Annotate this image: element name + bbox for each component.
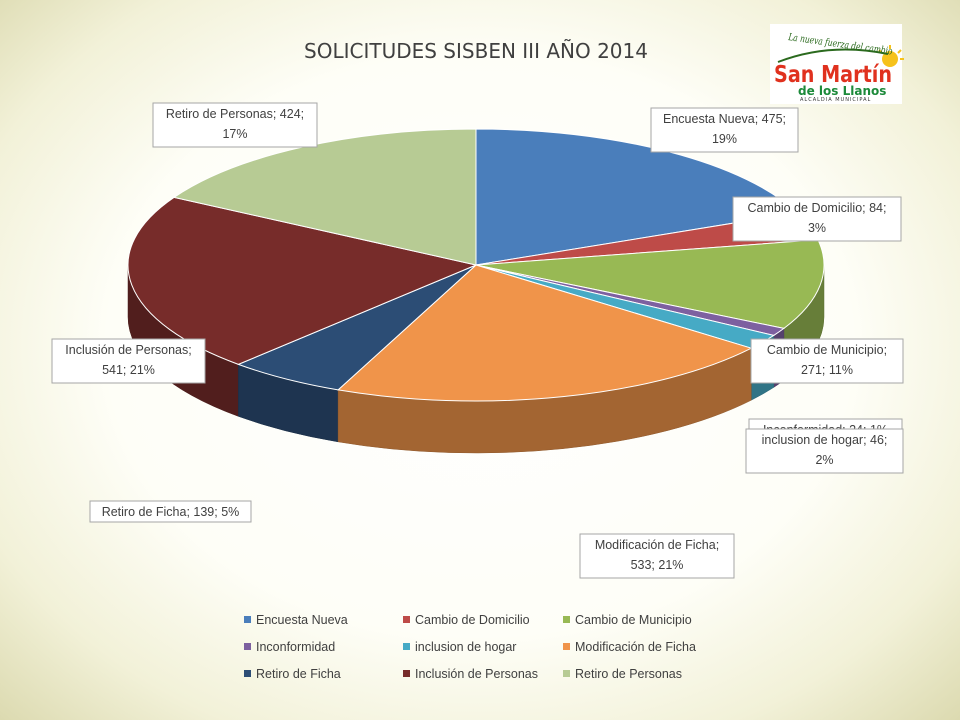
legend-item-encuesta-nueva: Encuesta Nueva [244,613,348,627]
legend-item-cambio-de-municipio: Cambio de Municipio [563,613,692,627]
data-label-text: Encuesta Nueva; 475; [663,112,786,126]
data-label-text: 3% [808,221,826,235]
data-label-text: 541; 21% [102,363,155,377]
data-label-text: inclusion de hogar; 46; [762,433,888,447]
data-label-text: Retiro de Ficha; 139; 5% [102,505,240,519]
data-label-text: 19% [712,132,737,146]
legend-label: Retiro de Personas [575,667,682,681]
sun-icon [878,45,904,67]
legend-item-modificacion-de-ficha: Modificación de Ficha [563,640,696,654]
legend-label: Modificación de Ficha [575,640,696,654]
data-label-cambio-de-municipio: Cambio de Municipio; 271; 11% [750,338,904,384]
data-label-box [732,196,902,242]
data-label-box [89,500,252,523]
legend-label: Inclusión de Personas [415,667,538,681]
legend-swatch [403,670,410,677]
legend-label: Cambio de Municipio [575,613,692,627]
legend-item-cambio-de-domicilio: Cambio de Domicilio [403,613,530,627]
legend-swatch [244,616,251,623]
data-label-text: 271; 11% [801,363,853,377]
data-label-inclusion-de-hogar: inclusion de hogar; 46; 2% [745,428,904,474]
san-martin-logo: La nueva fuerza del cambio San Martín de… [770,24,904,104]
legend-label: Inconformidad [256,640,335,654]
swoosh-icon [777,48,889,63]
legend-label: Cambio de Domicilio [415,613,530,627]
legend-swatch [563,616,570,623]
data-label-box [745,428,904,474]
legend-label: Encuesta Nueva [256,613,348,627]
data-label-text: Retiro de Personas; 424; [166,107,304,121]
legend-item-retiro-de-ficha: Retiro de Ficha [244,667,341,681]
data-label-text: 2% [815,453,833,467]
legend-item-inclusion-de-hogar: inclusion de hogar [403,640,516,654]
legend-swatch [563,670,570,677]
chart-title: SOLICITUDES SISBEN III AÑO 2014 [304,39,648,63]
data-label-cambio-de-domicilio: Cambio de Domicilio; 84; 3% [732,196,902,242]
legend-item-inconformidad: Inconformidad [244,640,335,654]
legend-label: Retiro de Ficha [256,667,341,681]
data-label-text: Cambio de Domicilio; 84; [748,201,887,215]
data-label-text: 533; 21% [631,558,684,572]
data-label-inclusion-de-personas: Inclusión de Personas; 541; 21% [51,338,206,384]
legend-swatch [563,643,570,650]
logo-sub-text: de los Llanos [798,84,886,98]
legend-item-retiro-de-personas: Retiro de Personas [563,667,682,681]
data-label-modificacion-de-ficha: Modificación de Ficha; 533; 21% [579,533,735,579]
data-label-box [579,533,735,579]
legend-item-inclusion-de-personas: Inclusión de Personas [403,667,538,681]
legend-swatch [403,643,410,650]
data-label-text: Modificación de Ficha; [595,538,719,552]
data-label-text: Inclusión de Personas; [65,343,191,357]
logo-main-text: San Martín [774,62,892,88]
data-label-encuesta-nueva: Encuesta Nueva; 475; 19% [650,107,799,153]
pie-slice-cambio-de-municipio [475,239,825,329]
data-label-text: 17% [222,127,247,141]
data-label-retiro-de-ficha: Retiro de Ficha; 139; 5% [89,500,252,523]
data-label-retiro-de-personas: Retiro de Personas; 424; 17% [152,102,318,148]
legend-swatch [403,616,410,623]
legend-swatch [244,643,251,650]
data-labels: Encuesta Nueva; 475; 19% Cambio de Domicil… [51,102,904,579]
pie-slice-modificacion-de-ficha [337,264,753,402]
legend: Encuesta Nueva Cambio de Domicilio Cambio … [244,613,696,681]
data-label-text: Cambio de Municipio; [767,343,887,357]
data-label-box [51,338,206,384]
data-label-box [650,107,799,153]
legend-label: inclusion de hogar [415,640,516,654]
legend-swatch [244,670,251,677]
data-label-box [750,338,904,384]
logo-tagline: ALCALDIA MUNICIPAL [800,97,871,103]
pie-slices [127,128,825,402]
data-label-box [152,102,318,148]
